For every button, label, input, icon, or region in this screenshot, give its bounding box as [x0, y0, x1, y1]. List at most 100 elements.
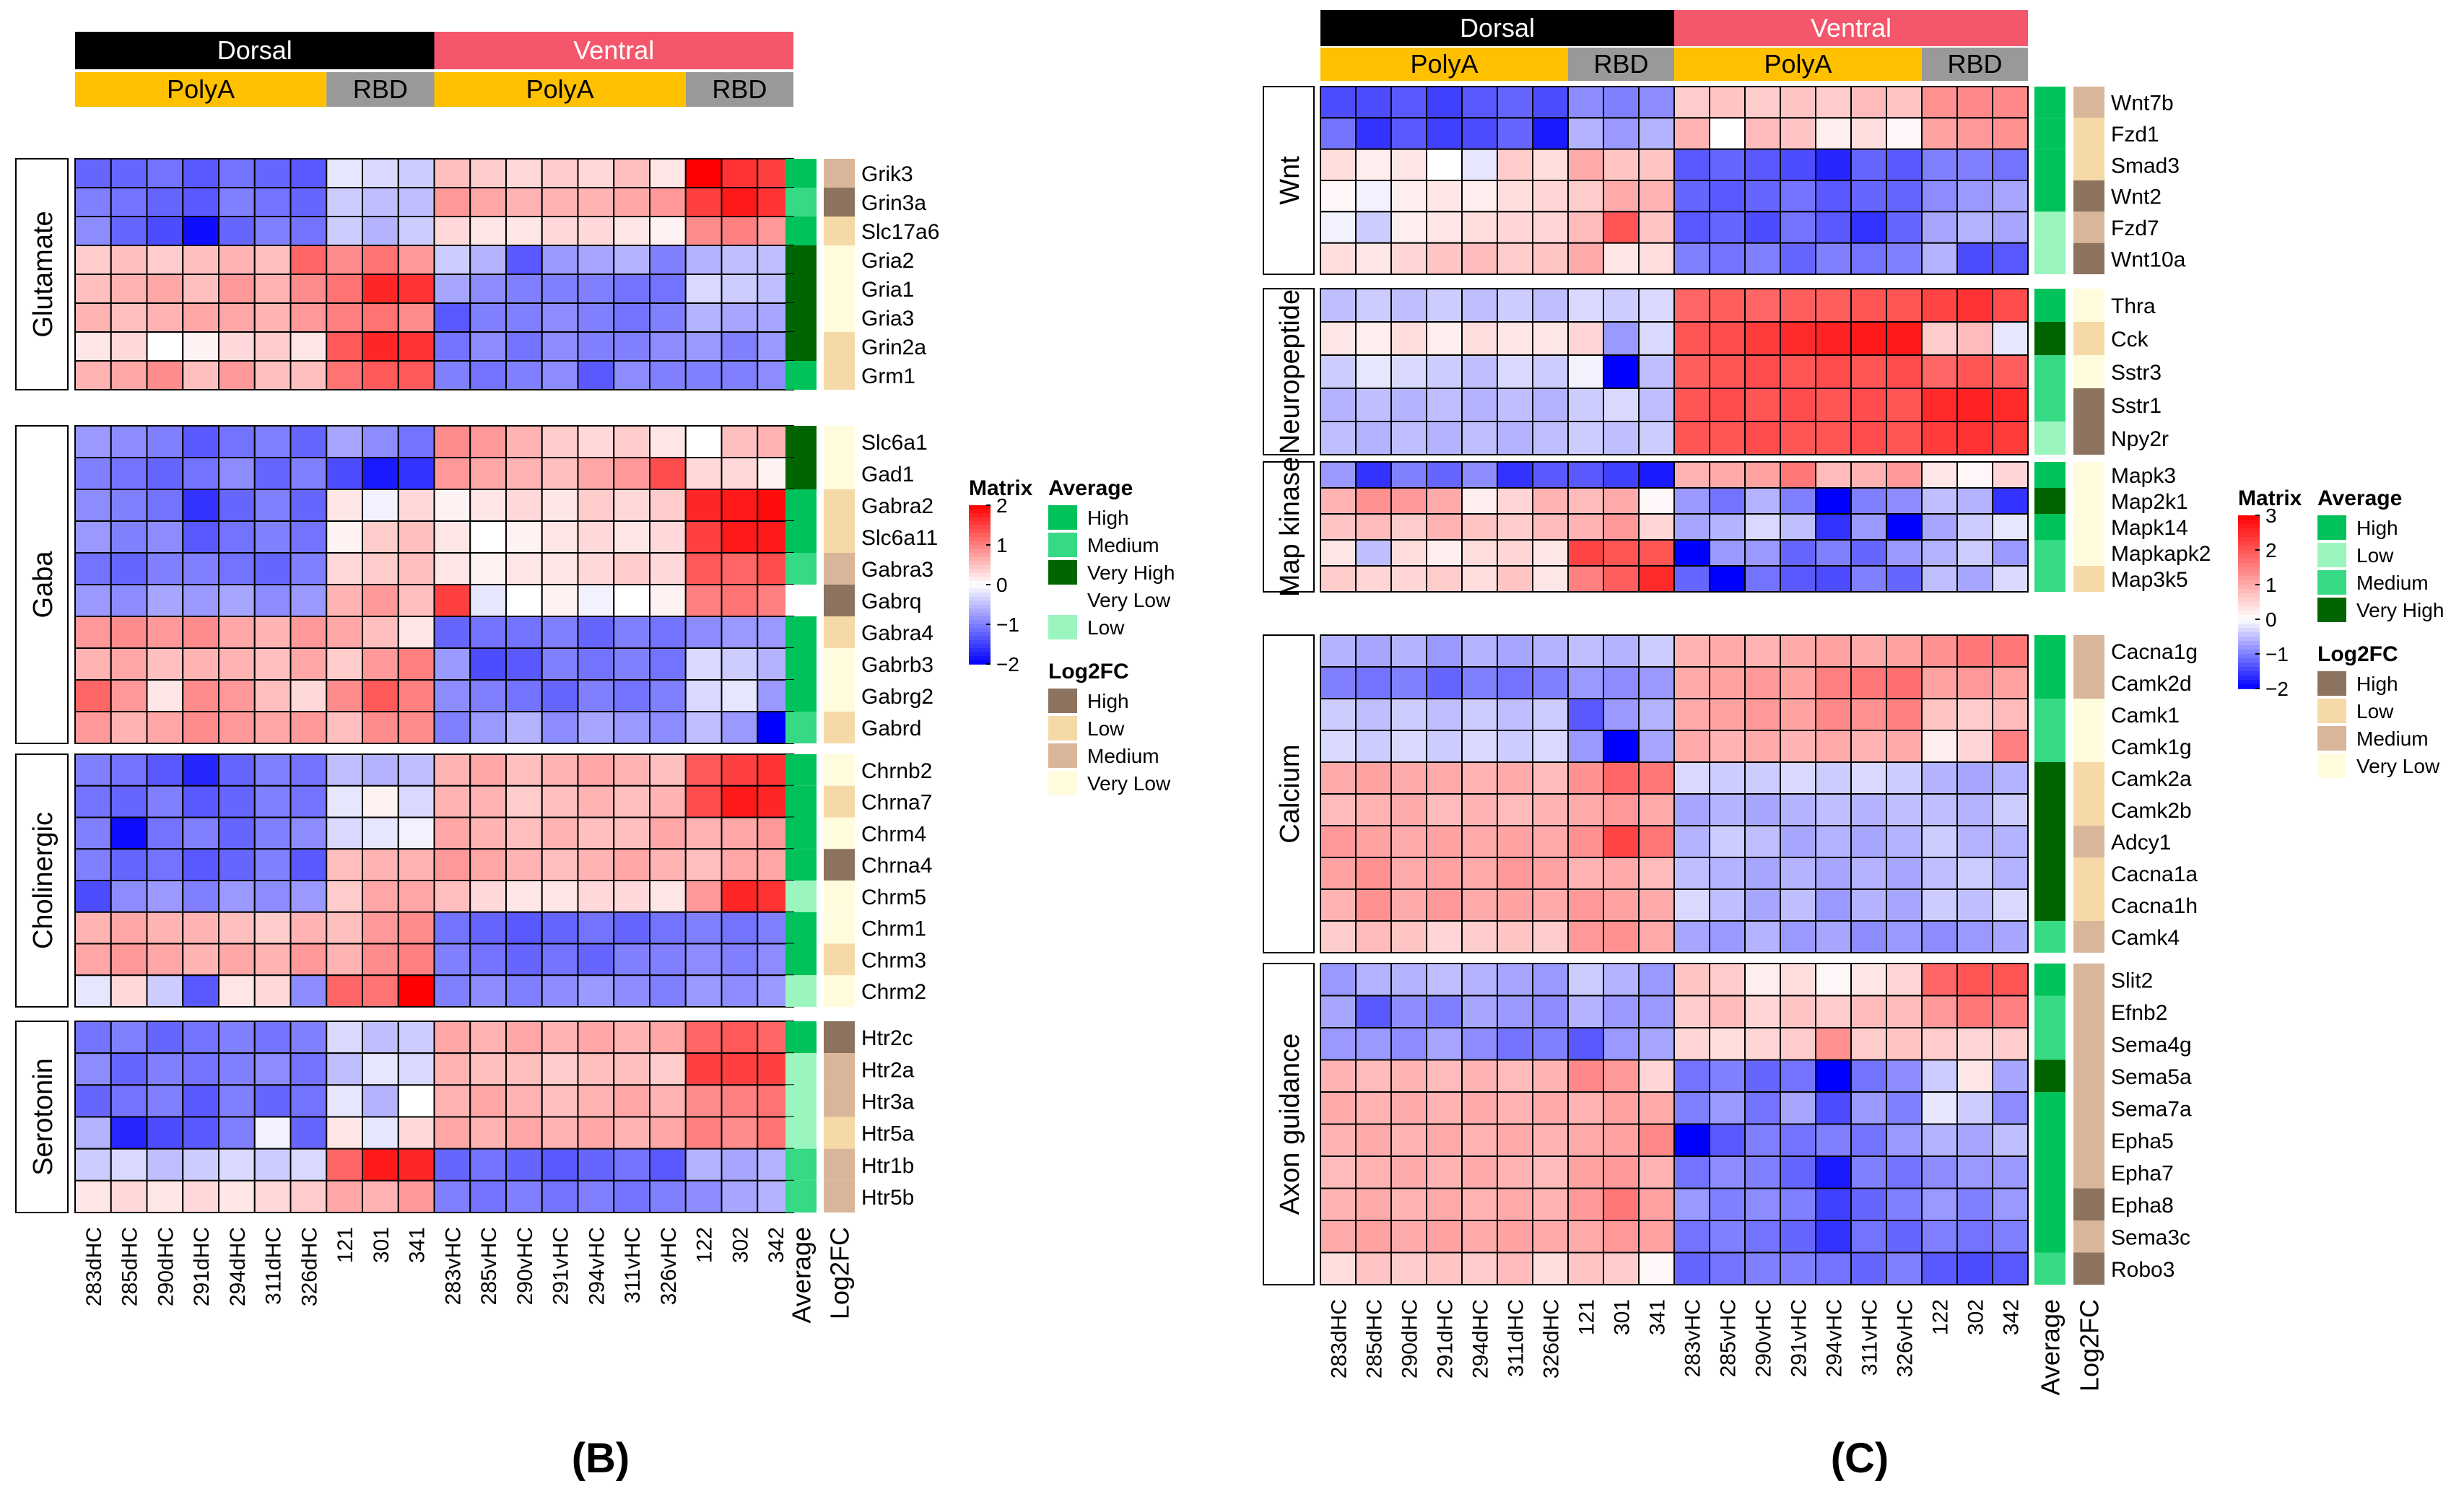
- panel-b-cell-grm1-291dHC: [182, 360, 219, 390]
- panel-c-column-label-121: 121: [1575, 1299, 1599, 1335]
- panel-b-cell-chrm3-302: [721, 943, 759, 977]
- panel-b-cell-gria1-311dHC: [253, 274, 292, 304]
- panel-b-cell-gabra2-290vHC: [505, 489, 543, 522]
- panel-b-group-box-cholinergic: [15, 753, 69, 1008]
- panel-b-cell-htr3a-291vHC: [541, 1084, 579, 1118]
- panel-c-cell-sstr3-283dHC: [1320, 354, 1357, 389]
- panel-c-cell-mapk14-291dHC: [1426, 513, 1463, 541]
- panel-c-cell-sema5a-291dHC: [1426, 1059, 1463, 1093]
- panel-b-cell-gad1-311vHC: [613, 457, 650, 490]
- panel-b-cell-htr2a-285vHC: [469, 1052, 507, 1086]
- panel-c-log2fc-cell-mapk3: [2073, 462, 2104, 488]
- panel-c-average-cell-fzd7: [2034, 211, 2065, 243]
- panel-b-column-label-290vhc: 290vHC: [513, 1227, 537, 1305]
- panel-c-cell-sema3c-294dHC: [1461, 1220, 1498, 1254]
- panel-b-cell-chrm4-311dHC: [253, 816, 292, 850]
- panel-c-matrix-legend-gradient-step: [2238, 546, 2260, 551]
- panel-c-cell-adcy1-326dHC: [1532, 825, 1569, 858]
- panel-b-cell-chrna7-326dHC: [290, 785, 328, 818]
- panel-c-cell-cck-326dHC: [1532, 321, 1569, 356]
- panel-c-cell-sema5a-311dHC: [1497, 1059, 1533, 1093]
- panel-b-cell-gabra4-294vHC: [577, 616, 615, 649]
- panel-c-cell-fzd7-122: [1921, 211, 1958, 244]
- panel-b-cell-gria3-302: [721, 302, 759, 333]
- panel-c-cell-camk2a-290vHC: [1744, 761, 1781, 795]
- panel-c-cell-sema5a-326vHC: [1886, 1059, 1923, 1093]
- panel-c-matrix-legend-gradient-step: [2238, 567, 2260, 572]
- panel-c-cell-npy2r-285dHC: [1355, 421, 1392, 455]
- panel-c-cell-mapk3-291dHC: [1426, 461, 1463, 489]
- panel-c-cell-wnt2-290vHC: [1744, 180, 1781, 213]
- panel-c-cell-sstr1-302: [1956, 388, 1993, 422]
- panel-b-average-cell-chrm5: [785, 881, 817, 912]
- panel-c-cell-sstr3-283vHC: [1673, 354, 1710, 389]
- panel-b-cell-grik3-291vHC: [541, 158, 579, 188]
- panel-c-cell-epha7-291dHC: [1426, 1156, 1463, 1189]
- panel-b-cell-htr1b-326vHC: [649, 1148, 687, 1181]
- panel-c-cell-epha8-294dHC: [1461, 1187, 1498, 1221]
- panel-c-cell-mapk14-285vHC: [1709, 513, 1746, 541]
- panel-b-annotation-column-label-average: Average: [787, 1227, 817, 1323]
- panel-c-cell-camk1-283dHC: [1320, 698, 1357, 731]
- panel-b-cell-grm1-121: [326, 360, 363, 390]
- panel-b-cell-gabrb3-294vHC: [577, 647, 615, 681]
- panel-b-cell-chrnb2-291vHC: [541, 753, 579, 787]
- panel-c-average-cell-epha7: [2034, 1156, 2065, 1189]
- panel-c-gene-label-cacna1g: Cacna1g: [2111, 640, 2198, 664]
- panel-b-average-cell-gabrb3: [785, 648, 817, 680]
- panel-c-cell-map2k1-290dHC: [1390, 487, 1427, 515]
- panel-b-average-cell-chrna7: [785, 785, 817, 818]
- panel-c-cell-sstr1-285vHC: [1709, 388, 1746, 422]
- panel-c-cell-map3k5-291dHC: [1426, 565, 1463, 593]
- panel-b-cell-chrm4-291vHC: [541, 816, 579, 850]
- panel-c-gene-label-wnt2: Wnt2: [2111, 185, 2162, 209]
- panel-c-cell-sema3c-302: [1956, 1220, 1993, 1254]
- panel-b-cell-htr2c-301: [362, 1021, 399, 1054]
- panel-c-cell-map2k1-291vHC: [1780, 487, 1816, 515]
- panel-b-average-cell-htr2c: [785, 1021, 817, 1054]
- panel-b-cell-gria3-122: [684, 302, 723, 333]
- panel-c-matrix-legend-gradient-step: [2238, 624, 2260, 629]
- panel-c-cell-smad3-294vHC: [1815, 148, 1852, 182]
- panel-b-cell-chrm2-326dHC: [290, 974, 328, 1008]
- panel-c-gene-label-robo3: Robo3: [2111, 1258, 2174, 1282]
- panel-b-log2fc-cell-htr2a: [824, 1053, 855, 1085]
- panel-c-cell-cacna1h-342: [1992, 888, 2029, 922]
- panel-c-cell-cck-121: [1567, 321, 1604, 356]
- panel-b-cell-slc6a11-302: [721, 520, 759, 554]
- panel-b-region-bar-0: [75, 32, 435, 69]
- panel-b-gene-label-chrm2: Chrm2: [861, 980, 926, 1004]
- panel-c-cell-robo3-291dHC: [1426, 1251, 1463, 1285]
- panel-c-cell-mapk14-311dHC: [1497, 513, 1533, 541]
- panel-c-matrix-legend-gradient-step: [2238, 658, 2260, 663]
- panel-c-cell-camk1g-291vHC: [1780, 730, 1816, 763]
- panel-c-log2fc-cell-map2k1: [2073, 488, 2104, 514]
- panel-c-average-cell-camk1: [2034, 699, 2065, 730]
- panel-c-cell-sema3c-341: [1638, 1220, 1675, 1254]
- panel-c-cell-camk2d-294vHC: [1815, 666, 1852, 699]
- panel-b-average-legend-swatch-low: [1048, 615, 1077, 639]
- panel-c-cell-cacna1g-291vHC: [1780, 634, 1816, 668]
- panel-b-cell-chrm1-302: [721, 911, 759, 945]
- panel-c-column-label-285vhc: 285vHC: [1717, 1299, 1741, 1377]
- panel-c-column-label-291vhc: 291vHC: [1788, 1299, 1811, 1377]
- panel-c-method-label-3: RBD: [1947, 49, 2002, 79]
- panel-b-cell-chrm3-291vHC: [541, 943, 579, 977]
- panel-b-cell-chrm4-294vHC: [577, 816, 615, 850]
- panel-c-cell-map3k5-283dHC: [1320, 565, 1357, 593]
- panel-c-cell-mapk3-122: [1921, 461, 1958, 489]
- panel-b-cell-grin2a-290dHC: [146, 331, 184, 362]
- panel-c-cell-adcy1-291dHC: [1426, 825, 1463, 858]
- panel-c-cell-camk2d-290vHC: [1744, 666, 1781, 699]
- panel-b-cell-gad1-302: [721, 457, 759, 490]
- panel-b-gene-label-htr3a: Htr3a: [861, 1090, 915, 1114]
- panel-c-cell-sema7a-290vHC: [1744, 1091, 1781, 1125]
- panel-c-cell-cacna1a-122: [1921, 857, 1958, 890]
- panel-c-cell-slit2-294vHC: [1815, 963, 1852, 997]
- panel-c-cell-map3k5-341: [1638, 565, 1675, 593]
- panel-c-cell-efnb2-294dHC: [1461, 995, 1498, 1028]
- panel-b-cell-gabra3-122: [684, 552, 723, 585]
- panel-c-cell-camk1-291vHC: [1780, 698, 1816, 731]
- panel-c-cell-sema7a-294dHC: [1461, 1091, 1498, 1125]
- panel-b-cell-gabrd-294vHC: [577, 711, 615, 744]
